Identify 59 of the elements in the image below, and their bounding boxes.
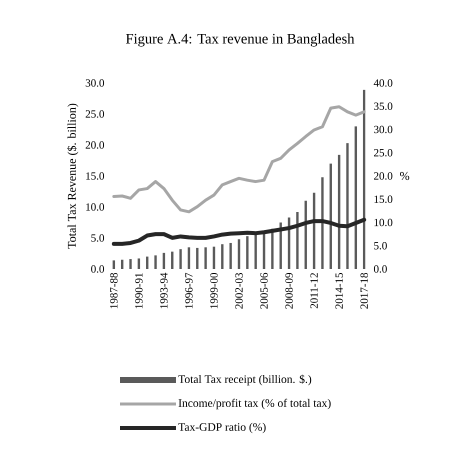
chart-title: Figure A.4: Tax revenue in Bangladesh [126,33,354,47]
bar [271,228,274,269]
x-tick-label: 2008-09 [285,272,293,309]
bar [296,212,299,269]
x-tick-label: 1999-00 [210,272,218,308]
y2-tick-label: 10.0 [374,218,392,226]
x-tick-label: 1993-94 [160,272,168,308]
bar [196,248,198,269]
bar [312,192,316,269]
bar [120,260,124,269]
y2-tick-label: 30.0 [374,126,392,134]
y-tick-label: 0.0 [91,265,104,273]
x-tick-label: 2014-15 [335,272,343,309]
x-tick-label: 2011-12 [310,273,318,308]
bar [254,234,257,269]
x-tick-label: 2002-03 [235,272,243,309]
bar [112,260,116,269]
y-tick-label: 10.0 [86,203,104,211]
x-tick-label: 2005-06 [260,272,268,309]
legend-label: Tax-GDP ratio (%) [178,422,266,434]
x-tick-label: 1987-88 [110,272,118,308]
y2-tick-label: 25.0 [374,149,392,156]
line-series [112,105,366,214]
bar [154,255,157,269]
bar [246,236,249,269]
x-tick-label: 1990-91 [135,273,143,308]
y-tick-label: 25.0 [86,110,104,118]
bar [288,218,290,269]
x-tick-label: 2017-18 [360,272,368,309]
bar [330,164,332,269]
bar [188,247,190,269]
legend-label: Income/profit tax (% of total tax) [178,398,331,410]
bar [138,258,140,269]
y2-tick-label: 40.0 [374,79,392,87]
y-tick-label: 5.0 [91,234,104,242]
bar [354,126,358,269]
y-tick-label: 15.0 [86,172,104,180]
legend-label: Total Tax receipt (billion. $.) [178,374,312,386]
bar [338,154,340,269]
bar [171,252,174,269]
bar [229,242,232,269]
bar [146,256,148,269]
y-tick-label: 20.0 [86,141,104,149]
bar [162,252,166,269]
y2-tick-label: 0.0 [374,265,387,273]
bar [204,247,207,269]
y2-tick-label: 15.0 [374,196,392,203]
bar [280,222,282,269]
y-tick-label: 30.0 [86,79,104,87]
y2-tick-label: 35.0 [374,102,392,110]
bar [321,177,324,269]
bar [221,244,224,269]
y2-tick-label: 5.0 [374,242,387,250]
y2-tick-label: 20.0 [374,172,392,180]
y-axis-title: Total Tax Revenue ($. billion) [67,104,78,249]
x-tick-label: 1996-97 [185,272,193,308]
y2-axis-title: % [400,172,410,180]
bar [304,200,307,269]
bar [179,249,182,269]
